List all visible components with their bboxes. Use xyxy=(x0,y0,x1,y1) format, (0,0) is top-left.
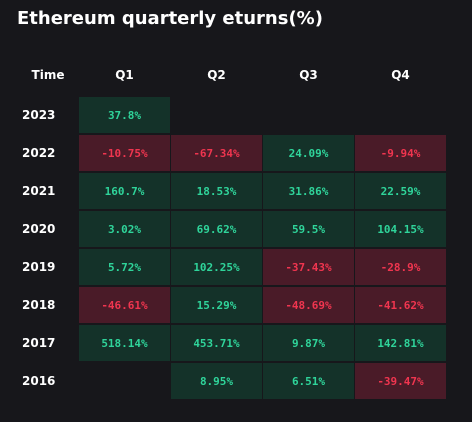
column-header-time[interactable]: Time xyxy=(31,68,65,82)
return-cell[interactable]: 22.59% xyxy=(355,173,446,209)
return-cell[interactable]: -46.61% xyxy=(79,287,170,323)
empty-cell xyxy=(171,97,262,133)
return-cell[interactable]: 15.29% xyxy=(171,287,262,323)
empty-cell xyxy=(79,363,170,399)
empty-cell xyxy=(263,97,354,133)
return-cell[interactable]: 5.72% xyxy=(79,249,170,285)
return-cell[interactable]: -37.43% xyxy=(263,249,354,285)
return-cell[interactable]: -39.47% xyxy=(355,363,446,399)
row-label-year: 2017 xyxy=(22,336,56,350)
return-cell[interactable]: 6.51% xyxy=(263,363,354,399)
return-cell[interactable]: 518.14% xyxy=(79,325,170,361)
return-cell[interactable]: -67.34% xyxy=(171,135,262,171)
row-label-year: 2022 xyxy=(22,146,56,160)
return-cell[interactable]: 59.5% xyxy=(263,211,354,247)
column-header-q1[interactable]: Q1 xyxy=(115,68,134,82)
column-header-q2[interactable]: Q2 xyxy=(207,68,226,82)
return-cell[interactable]: -10.75% xyxy=(79,135,170,171)
column-header-q3[interactable]: Q3 xyxy=(299,68,318,82)
return-cell[interactable]: 37.8% xyxy=(79,97,170,133)
row-label-year: 2020 xyxy=(22,222,56,236)
return-cell[interactable]: 453.71% xyxy=(171,325,262,361)
return-cell[interactable]: 8.95% xyxy=(171,363,262,399)
return-cell[interactable]: 142.81% xyxy=(355,325,446,361)
row-label-year: 2016 xyxy=(22,374,56,388)
return-cell[interactable]: 104.15% xyxy=(355,211,446,247)
return-cell[interactable]: 160.7% xyxy=(79,173,170,209)
return-cell[interactable]: 102.25% xyxy=(171,249,262,285)
return-cell[interactable]: 3.02% xyxy=(79,211,170,247)
column-header-q4[interactable]: Q4 xyxy=(391,68,410,82)
empty-cell xyxy=(355,97,446,133)
row-label-year: 2023 xyxy=(22,108,56,122)
return-cell[interactable]: -41.62% xyxy=(355,287,446,323)
return-cell[interactable]: -9.94% xyxy=(355,135,446,171)
row-label-year: 2018 xyxy=(22,298,56,312)
return-cell[interactable]: -48.69% xyxy=(263,287,354,323)
return-cell[interactable]: 9.87% xyxy=(263,325,354,361)
return-cell[interactable]: 31.86% xyxy=(263,173,354,209)
return-cell[interactable]: 24.09% xyxy=(263,135,354,171)
return-cell[interactable]: -28.9% xyxy=(355,249,446,285)
row-label-year: 2021 xyxy=(22,184,56,198)
return-cell[interactable]: 18.53% xyxy=(171,173,262,209)
page-title: Ethereum quarterly eturns(%) xyxy=(17,8,323,29)
return-cell[interactable]: 69.62% xyxy=(171,211,262,247)
row-label-year: 2019 xyxy=(22,260,56,274)
